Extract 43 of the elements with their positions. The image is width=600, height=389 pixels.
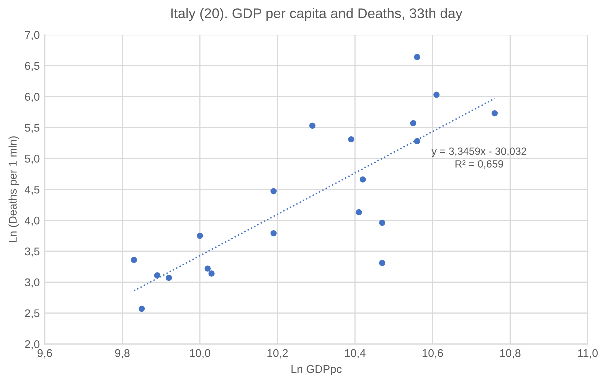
point: [154, 272, 161, 279]
point: [138, 306, 146, 312]
point: [208, 270, 215, 277]
point: [310, 122, 316, 130]
point: [197, 232, 204, 240]
point: [379, 220, 386, 226]
y-tick-label: 3,0: [25, 278, 40, 288]
x-tick-label: 10,8: [500, 349, 521, 359]
x-axis-title: Ln GDPpc: [292, 365, 342, 376]
y-tick-label: 2,5: [25, 310, 40, 319]
y-tick-label: 7,0: [25, 31, 40, 40]
y-tick-label: 2,0: [25, 340, 40, 350]
point: [360, 176, 366, 183]
x-tick-label: 11,0: [578, 349, 598, 359]
point: [414, 138, 420, 144]
point: [434, 92, 440, 98]
point: [166, 274, 172, 282]
x-tick-label: 10,0: [190, 349, 211, 359]
y-tick-label: 4,0: [24, 216, 40, 226]
chart-title: Italy (20). GDP per capita and Deaths, 33th day: [172, 8, 463, 22]
x-tick-label: 10,6: [422, 349, 444, 359]
y-tick-label: 5,0: [25, 154, 40, 164]
y-axis-title: Ln (Deaths per 1 mln): [8, 136, 20, 242]
point: [492, 110, 498, 117]
y-tick-label: 5,5: [25, 124, 40, 134]
point: [348, 136, 355, 143]
x-tick-label: 9,6: [38, 349, 52, 359]
x-tick-label: 10,2: [268, 349, 288, 359]
point: [270, 230, 277, 237]
y-tick-label: 6,5: [25, 62, 40, 72]
point: [379, 260, 386, 266]
x-tick-label: 9,8: [115, 349, 130, 359]
annotation: y = 3,3459x - 30,032 R² = 0,659: [432, 148, 527, 170]
x-tick-label: 10,4: [345, 349, 366, 359]
point: [410, 120, 417, 127]
point: [204, 266, 211, 272]
point: [414, 54, 420, 60]
point: [356, 209, 362, 216]
point: [270, 188, 277, 195]
y-tick-label: 3,5: [25, 248, 40, 257]
y-tick-label: 6,0: [25, 93, 40, 102]
y-tick-label: 4,5: [24, 186, 40, 196]
point: [131, 257, 138, 264]
